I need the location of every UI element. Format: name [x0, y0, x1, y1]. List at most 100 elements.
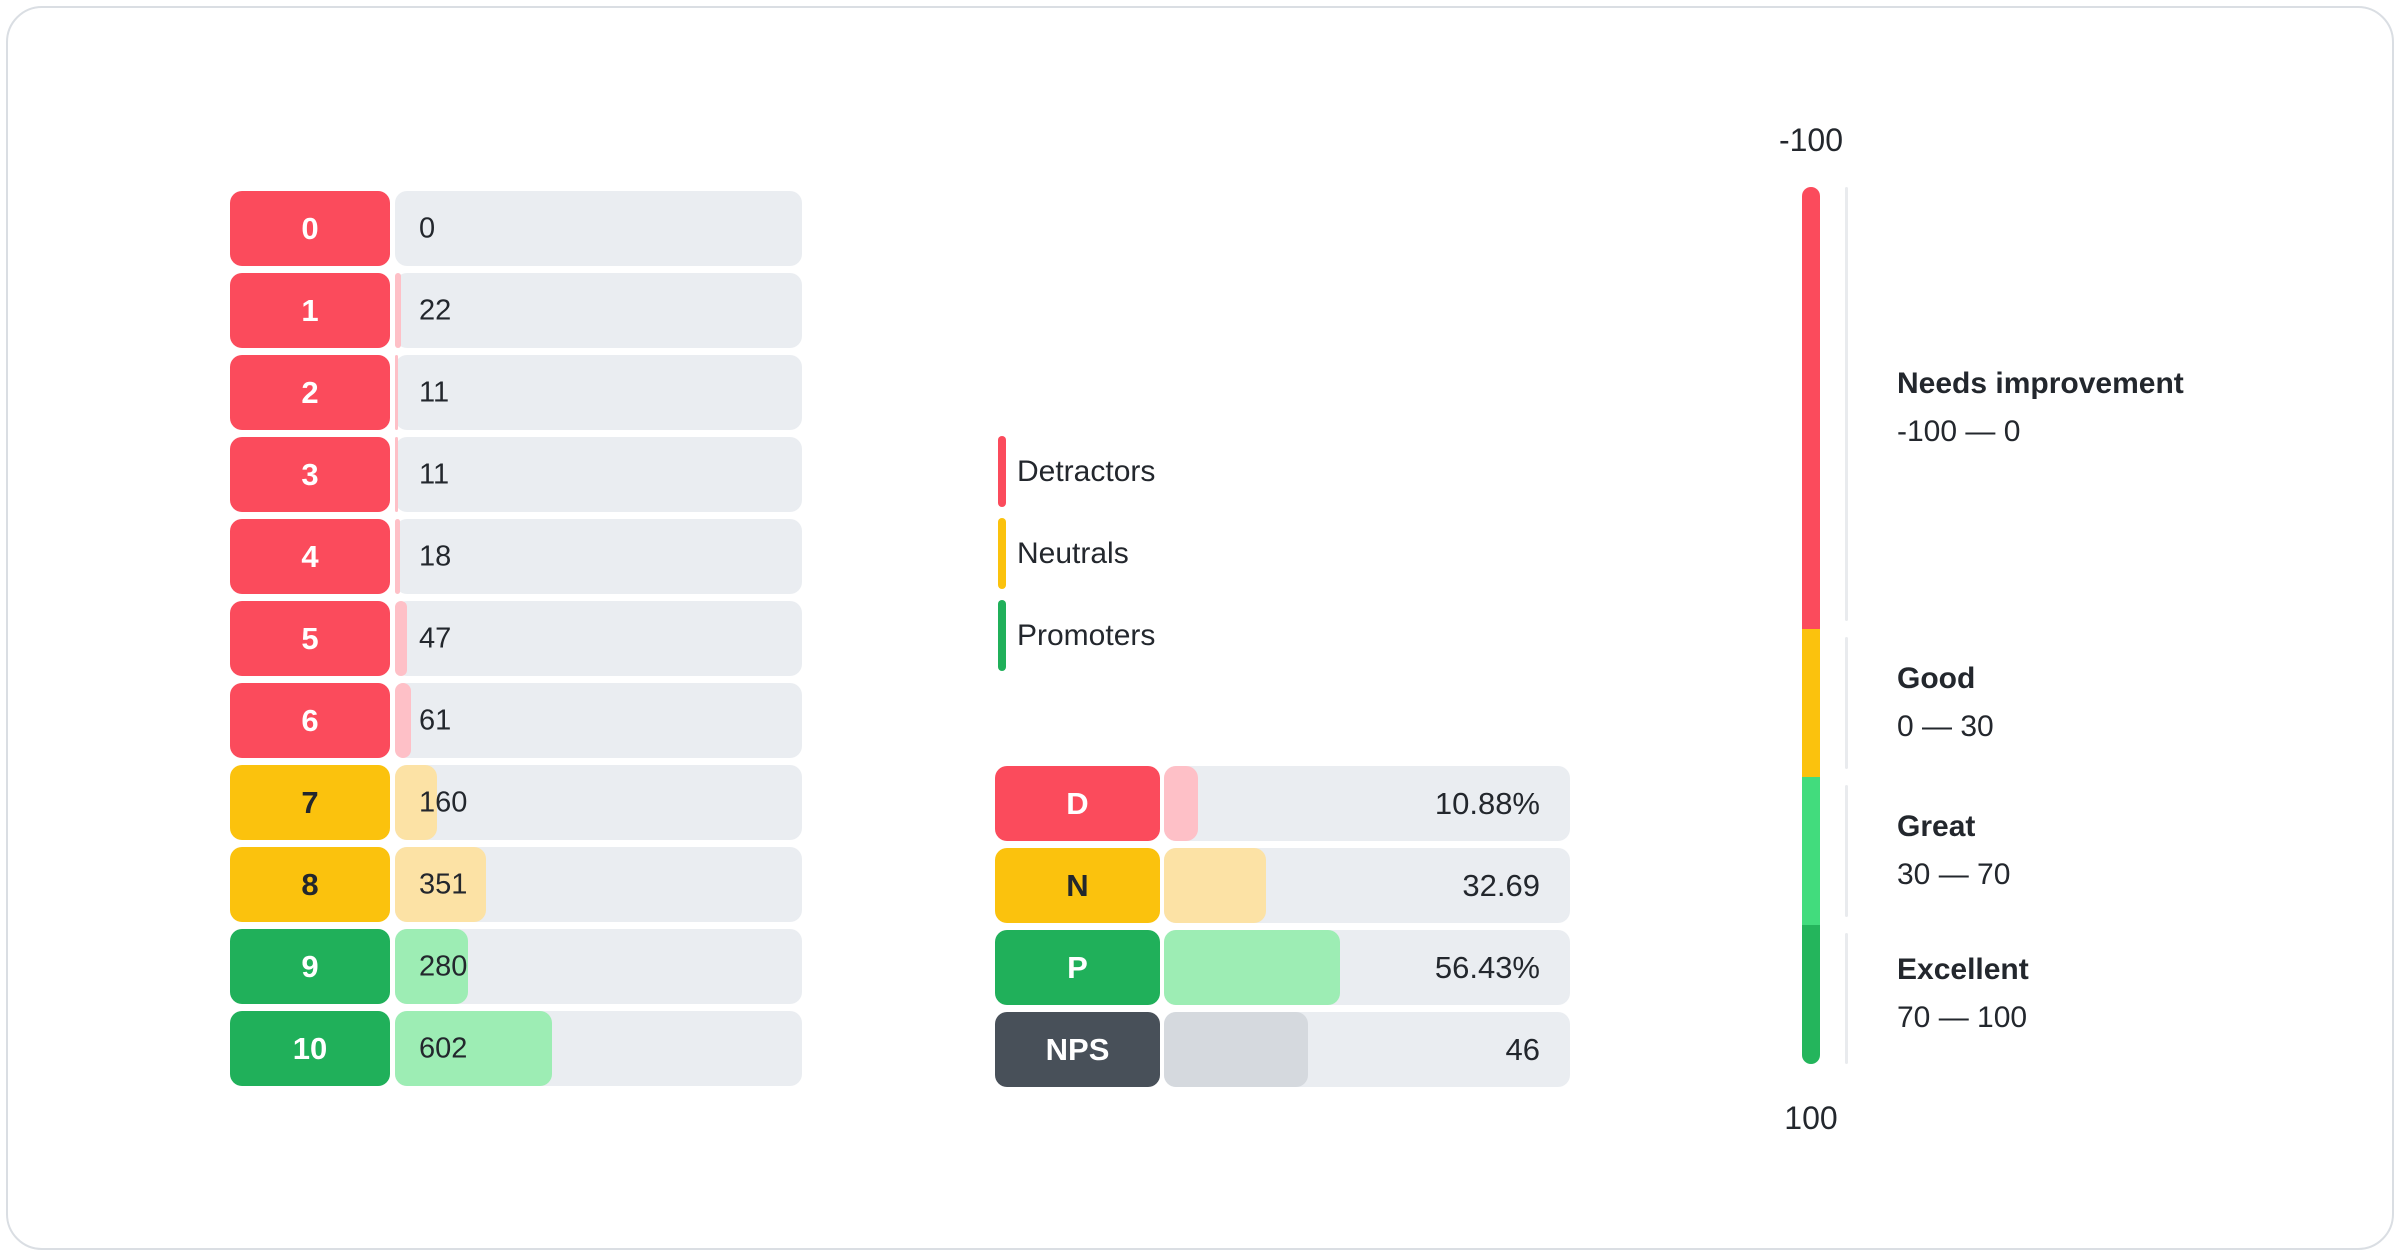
score-fill	[395, 929, 468, 1004]
score-row: 2 11	[230, 355, 802, 430]
gauge-segment	[1802, 629, 1820, 777]
score-count: 280	[419, 950, 468, 982]
score-fill	[395, 1011, 552, 1086]
score-track: 0	[395, 191, 802, 266]
score-track: 602	[395, 1011, 802, 1086]
summary-value: 32.69	[1462, 867, 1540, 903]
score-track: 160	[395, 765, 802, 840]
summary-row: NPS 46	[995, 1012, 1570, 1087]
legend-swatch-icon	[998, 518, 1006, 589]
score-fill	[395, 847, 487, 922]
score-count: 351	[419, 868, 468, 900]
score-track: 61	[395, 683, 802, 758]
score-chip: 10	[230, 1011, 390, 1086]
legend-swatch-icon	[998, 600, 1006, 671]
summary-chip: D	[995, 766, 1160, 841]
gauge-scale-line-segment	[1845, 784, 1848, 917]
score-chip: 9	[230, 929, 390, 1004]
summary-fill	[1164, 848, 1266, 923]
legend-item: Neutrals	[998, 518, 1155, 589]
summary-row: N 32.69	[995, 848, 1570, 923]
summary-row: D 10.88%	[995, 766, 1570, 841]
summary-track: 56.43%	[1164, 930, 1570, 1005]
summary-row: P 56.43%	[995, 930, 1570, 1005]
summary-track: 32.69	[1164, 848, 1570, 923]
score-chip: 2	[230, 355, 390, 430]
gauge-zone-label: Excellent 70 — 100	[1897, 946, 2029, 1042]
gauge-scale-line-segment	[1845, 932, 1848, 1064]
score-row: 4 18	[230, 519, 802, 594]
score-track: 47	[395, 601, 802, 676]
score-chip: 7	[230, 765, 390, 840]
score-row: 8 351	[230, 847, 802, 922]
gauge-zone-label: Good 0 — 30	[1897, 655, 1994, 751]
score-count: 11	[419, 458, 450, 490]
gauge-zone-label: Needs improvement -100 — 0	[1897, 360, 2184, 456]
score-track: 11	[395, 437, 802, 512]
gauge-zone-name: Good	[1897, 661, 1976, 695]
gauge-bar	[1802, 187, 1820, 1064]
gauge-zone-name: Needs improvement	[1897, 367, 2184, 400]
score-row: 7 160	[230, 765, 802, 840]
score-distribution-chart: 0 0 1 22 2 11 3 11 4 18 5 47 6 61 7 160 8 351 9 280 10 602	[230, 191, 802, 1086]
gauge-zone-range: 70 — 100	[1897, 1001, 2028, 1035]
score-track: 280	[395, 929, 802, 1004]
gauge-zone-range: -100 — 0	[1897, 415, 2021, 448]
score-row: 3 11	[230, 437, 802, 512]
summary-fill	[1164, 930, 1341, 1005]
summary-chip: N	[995, 848, 1160, 923]
gauge-zone-name: Great	[1897, 809, 1976, 843]
score-chip: 5	[230, 601, 390, 676]
score-count: 160	[419, 786, 468, 818]
legend-item: Detractors	[998, 436, 1155, 507]
score-chip: 0	[230, 191, 390, 266]
score-count: 22	[419, 294, 452, 326]
legend-label: Detractors	[1017, 454, 1156, 488]
score-count: 61	[419, 704, 452, 736]
score-count: 0	[419, 212, 436, 244]
gauge-segment	[1802, 187, 1820, 629]
score-track: 351	[395, 847, 802, 922]
score-row: 10 602	[230, 1011, 802, 1086]
score-row: 5 47	[230, 601, 802, 676]
gauge-zone-label: Great 30 — 70	[1897, 803, 2010, 899]
score-fill	[395, 273, 401, 348]
score-count: 47	[419, 622, 452, 654]
gauge-segment	[1802, 776, 1820, 925]
legend-label: Neutrals	[1017, 536, 1129, 570]
score-count: 11	[419, 376, 450, 408]
score-fill	[395, 601, 408, 676]
summary-track: 10.88%	[1164, 766, 1570, 841]
score-chip: 1	[230, 273, 390, 348]
summary-track: 46	[1164, 1012, 1570, 1087]
summary-chip: P	[995, 930, 1160, 1005]
score-fill	[395, 437, 398, 512]
legend-item: Promoters	[998, 600, 1155, 671]
summary-fill	[1164, 766, 1199, 841]
nps-summary-chart: D 10.88% N 32.69 P 56.43% NPS 46	[995, 766, 1570, 1087]
summary-chip: NPS	[995, 1012, 1160, 1087]
gauge-zone-name: Excellent	[1897, 953, 2029, 987]
score-chip: 8	[230, 847, 390, 922]
score-track: 22	[395, 273, 802, 348]
score-chip: 6	[230, 683, 390, 758]
summary-fill	[1164, 1012, 1308, 1087]
gauge-scale-line-segment	[1845, 637, 1848, 769]
gauge-segment	[1802, 924, 1820, 1064]
score-track: 11	[395, 355, 802, 430]
gauge-axis-bottom-label: 100	[1784, 1100, 1838, 1136]
score-fill	[395, 765, 437, 840]
score-chip: 4	[230, 519, 390, 594]
score-count: 602	[419, 1032, 468, 1064]
legend-label: Promoters	[1017, 618, 1156, 652]
score-chip: 3	[230, 437, 390, 512]
chart-legend: Detractors Neutrals Promoters	[998, 436, 1155, 671]
score-row: 6 61	[230, 683, 802, 758]
gauge-axis-top-label: -100	[1778, 122, 1844, 158]
gauge-zone-range: 30 — 70	[1897, 857, 2011, 891]
legend-swatch-icon	[998, 436, 1006, 507]
score-count: 18	[419, 540, 452, 572]
gauge-scale-line-segment	[1845, 187, 1848, 621]
